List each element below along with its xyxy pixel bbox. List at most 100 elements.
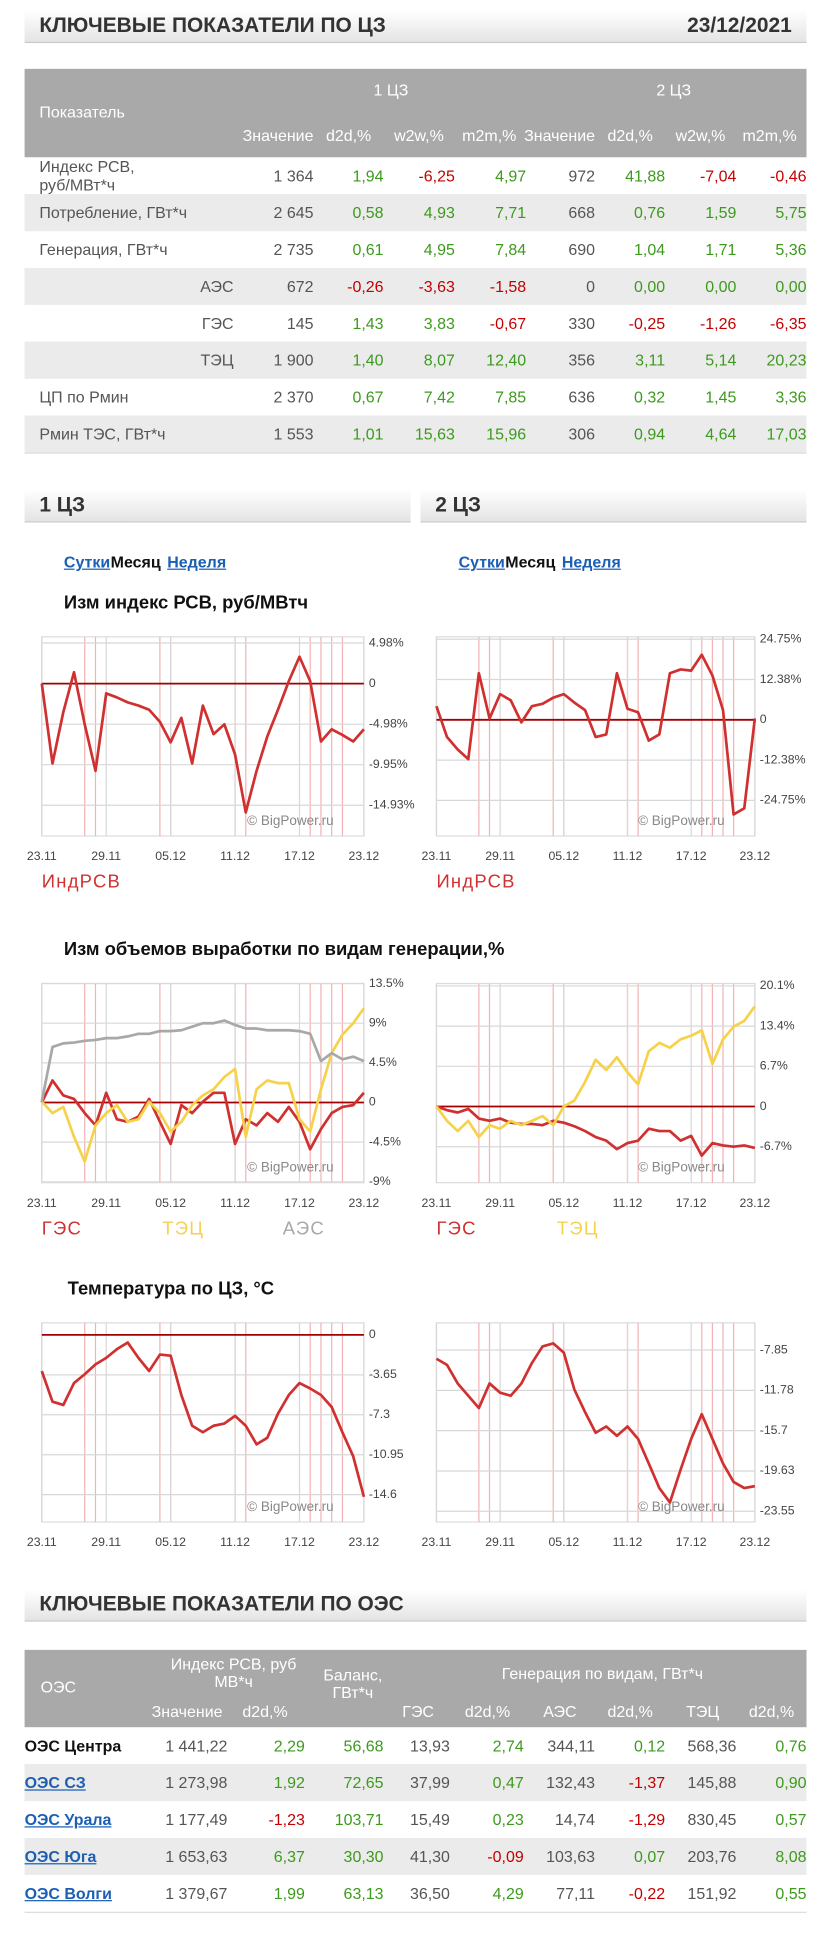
table-header: Показатель: [39, 102, 125, 122]
cell: 4,97: [495, 166, 527, 186]
column-header: w2w,%: [675, 126, 726, 145]
chart: 23.11 29.11 05.12 11.12 17.12 23.12 20.1% 13.4%…: [422, 978, 795, 1238]
cell: 1 273,98: [165, 1773, 228, 1792]
watermark: © BigPower.ru: [638, 1160, 725, 1175]
plot-area: [435, 982, 756, 1184]
cell: 1 653,63: [165, 1847, 228, 1866]
row-link[interactable]: ОЭС Волги: [24, 1884, 112, 1903]
x-tick-label: 17.12: [284, 849, 315, 863]
cell: -0,26: [347, 277, 384, 296]
chart: 23.11 29.11 05.12 11.12 17.12 23.12 24.75% 12.3…: [422, 632, 806, 892]
cell: 36,50: [409, 1884, 450, 1903]
cell: 132,43: [546, 1773, 596, 1792]
cell: 8,08: [775, 1847, 807, 1866]
plot-area: [41, 982, 365, 1184]
y-tick-label: 9%: [369, 1015, 387, 1029]
watermark: © BigPower.ru: [247, 1160, 334, 1175]
cell: -0,67: [489, 314, 527, 333]
section-title: КЛЮЧЕВЫЕ ПОКАЗАТЕЛИ ПО ОЭС: [39, 1592, 404, 1616]
table-header: ОЭС: [40, 1677, 77, 1696]
chart-title: Изм объемов выработки по видам генерации…: [64, 938, 504, 959]
y-tick-label: -3.65: [369, 1367, 397, 1381]
tab[interactable]: Сутки: [63, 552, 111, 572]
cell: 3,36: [775, 387, 807, 407]
cell: 0,90: [775, 1773, 807, 1792]
tab: Месяц: [505, 552, 556, 572]
cell: 1 379,67: [165, 1884, 228, 1903]
cell: 2 370: [273, 387, 314, 407]
y-tick-label: -6.7%: [760, 1139, 792, 1153]
y-tick-label: -23.55: [760, 1503, 795, 1517]
y-tick-label: 12.38%: [760, 672, 802, 686]
y-tick-label: -24.75%: [760, 793, 806, 807]
cell: 830,45: [687, 1810, 737, 1829]
x-tick-label: 17.12: [676, 849, 707, 863]
chart: 23.11 29.11 05.12 11.12 17.12 23.12 4.98% 0 -4.9…: [27, 592, 415, 892]
cell: 1 553: [273, 424, 314, 444]
y-tick-label: 24.75%: [760, 632, 802, 646]
tab[interactable]: Сутки: [458, 552, 505, 572]
x-tick-label: 23.11: [27, 1535, 57, 1549]
y-tick-label: 0: [369, 1327, 376, 1341]
x-tick-label: 23.11: [422, 849, 452, 863]
cell: 0,61: [352, 240, 384, 259]
row-link[interactable]: ОЭС СЗ: [24, 1773, 86, 1792]
cell: -6,35: [770, 314, 807, 333]
watermark: © BigPower.ru: [638, 1499, 725, 1514]
watermark: © BigPower.ru: [247, 813, 334, 828]
cell: 0,94: [633, 424, 666, 444]
legend-entry: ТЭЦ: [557, 1217, 599, 1238]
x-tick-label: 11.12: [613, 1535, 643, 1549]
cell: -7,04: [699, 166, 737, 186]
column-header: d2d,%: [607, 1702, 653, 1721]
cell: -0,22: [628, 1884, 666, 1903]
legend-entry: ГЭС: [42, 1217, 82, 1238]
cell: 4,29: [492, 1884, 524, 1903]
row-link[interactable]: ОЭС Юга: [24, 1847, 97, 1866]
row-link[interactable]: ОЭС Урала: [24, 1810, 112, 1829]
x-tick-label: 29.11: [91, 1535, 121, 1549]
cell: 0,07: [633, 1847, 666, 1866]
cell: 2 645: [273, 203, 314, 222]
cell: 103,63: [546, 1847, 596, 1866]
legend-entry: АЭС: [283, 1217, 325, 1238]
column-header: d2d,%: [242, 1702, 288, 1721]
cell: 4,93: [423, 203, 455, 222]
cell: 330: [568, 314, 596, 333]
column-header: Значение: [524, 126, 596, 145]
column-header: ГЭС: [402, 1702, 434, 1721]
cell: 0,58: [352, 203, 384, 222]
cell: 1,04: [633, 240, 666, 259]
cell: 636: [568, 387, 596, 407]
cell: 0,12: [633, 1736, 666, 1755]
y-tick-label: 13.5%: [369, 976, 404, 990]
y-tick-label: 0: [369, 676, 376, 690]
x-tick-label: 11.12: [613, 849, 643, 863]
y-tick-label: -19.63: [760, 1463, 795, 1477]
column-header: d2d,%: [325, 126, 372, 145]
cell: 1,99: [273, 1884, 305, 1903]
row-label: Рмин ТЭС, ГВт*ч: [39, 424, 166, 444]
cell: 5,36: [775, 240, 807, 259]
column-header: m2m,%: [742, 126, 797, 145]
cell: 1,94: [352, 166, 384, 186]
x-tick-label: 05.12: [155, 1535, 186, 1549]
column-header: АЭС: [543, 1702, 577, 1721]
chart: 23.11 29.11 05.12 11.12 17.12 23.12 0 -3.65 -7.3…: [27, 1278, 404, 1550]
table-row: [24, 231, 807, 270]
x-tick-label: 23.12: [349, 1196, 380, 1210]
chart: 23.11 29.11 05.12 11.12 17.12 23.12 -7.85 -11.7…: [422, 1322, 795, 1549]
cell: -0,25: [628, 314, 666, 333]
cell: -6,25: [418, 166, 455, 186]
legend-entry: ГЭС: [436, 1217, 476, 1238]
cell: 15,63: [414, 424, 455, 444]
x-tick-label: 29.11: [485, 1196, 515, 1210]
y-tick-label: 0: [760, 1099, 767, 1113]
tab[interactable]: Неделя: [167, 552, 227, 572]
x-tick-label: 23.11: [27, 1196, 57, 1210]
header-bar: [24, 9, 807, 44]
y-tick-label: -9%: [369, 1174, 391, 1188]
cell: 77,11: [556, 1884, 596, 1903]
tab[interactable]: Неделя: [561, 552, 621, 572]
cell: 0,00: [705, 277, 737, 296]
